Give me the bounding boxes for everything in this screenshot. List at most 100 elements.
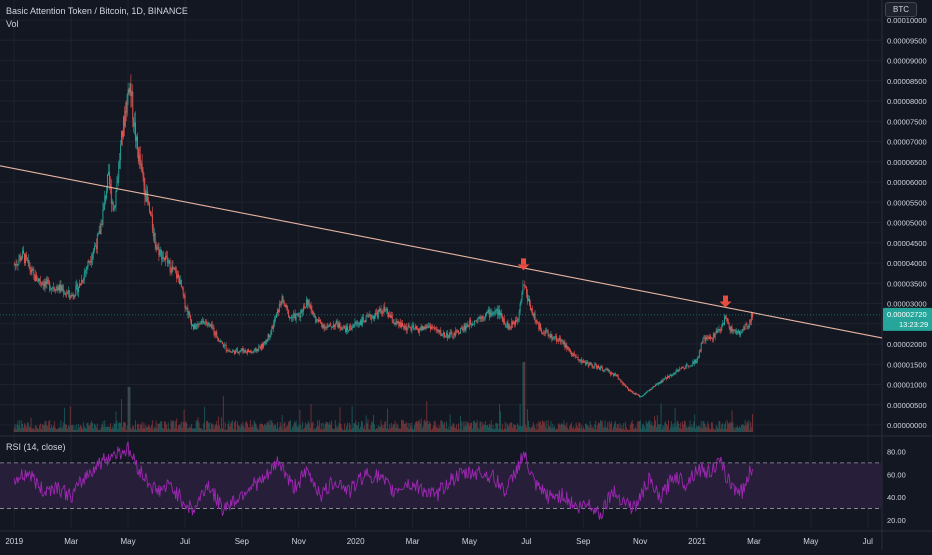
volume-bar [487,427,489,432]
volume-bar [153,426,155,432]
volume-bar [29,427,31,432]
volume-bar [382,427,384,432]
volume-bar [77,429,79,432]
candle-body [600,366,602,368]
volume-bar [632,423,634,432]
volume-bar [262,426,264,432]
volume-bar [201,428,203,432]
volume-bar [164,421,165,432]
volume-bar [546,429,548,432]
candle-body [743,329,745,331]
volume-bar [394,420,396,432]
candle-body [429,325,431,327]
candle-body [177,274,179,278]
volume-bar [361,421,363,432]
volume-bar [220,428,221,432]
candle-body [184,295,186,308]
volume-bar [572,426,574,432]
volume-bar [415,422,417,432]
volume-bar [161,421,163,432]
candle-body [378,310,380,312]
candle-body [677,369,679,372]
currency-badge[interactable]: BTC [885,2,917,17]
candle-body [194,324,196,329]
candle-body [723,323,725,325]
volume-bar [220,417,222,432]
volume-bar [591,428,593,432]
volume-bar [156,428,158,432]
candle-body [79,283,81,288]
candle-body [154,233,156,244]
candle-body [171,266,173,273]
volume-bar [614,420,616,432]
time-tick-label: Jul [521,537,531,546]
volume-bar [724,424,725,432]
candle-body [227,350,229,352]
candle-body [64,293,66,295]
volume-bar [751,427,753,432]
candle-body [111,202,113,204]
candle-body [529,304,531,311]
volume-bar [660,403,662,432]
candle-body [627,388,629,392]
candle-body [75,285,77,296]
volume-bar [352,427,354,432]
volume-bar [497,423,499,432]
volume-bar [26,422,28,432]
candle-body [385,310,387,311]
candle-body [607,369,609,371]
volume-bar [119,422,121,432]
candle-body [437,329,439,331]
volume-bar [165,424,167,432]
candle-body [494,311,496,313]
volume-bar [187,428,189,432]
volume-bar [13,427,15,432]
candle-body [89,261,91,263]
candle-body [715,330,717,334]
candle-body [578,359,580,361]
volume-bar [423,420,425,432]
volume-bar [231,421,233,432]
candle-body [222,344,224,348]
candle-body [250,351,252,353]
volume-bar [646,423,648,432]
volume-bar [486,425,487,432]
candle-body [714,333,716,338]
volume-bar [39,423,41,432]
volume-bar [686,427,688,432]
price-tick-label: 0.00002000 [887,340,927,349]
candle-body [247,349,249,353]
candle-body [634,393,636,395]
volume-bar [367,419,369,432]
volume-bar [523,362,525,432]
candle-body [590,362,592,365]
volume-bar [555,429,557,432]
volume-bar [733,427,735,432]
candle-body [90,261,92,263]
volume-bar [618,428,620,432]
volume-bar [726,420,728,432]
candle-body [288,310,290,318]
volume-bar [281,415,283,432]
candle-body [275,317,277,320]
candle-body [722,323,724,327]
candle-body [641,395,643,397]
volume-bar [680,422,682,432]
candle-body [508,325,510,329]
volume-bar [214,425,216,432]
volume-bar [697,426,698,432]
volume-bar [133,425,135,432]
candle-body [488,309,490,317]
candle-body [392,321,394,323]
candle-body [460,327,462,329]
volume-bar [598,422,599,432]
candle-body [465,325,467,331]
volume-bar [669,427,671,432]
volume-bar [52,427,53,432]
volume-bar [623,423,625,432]
candle-body [267,333,269,342]
volume-bar [246,420,248,432]
volume-bar [505,428,507,432]
volume-bar [346,422,348,432]
volume-bar [702,421,704,432]
